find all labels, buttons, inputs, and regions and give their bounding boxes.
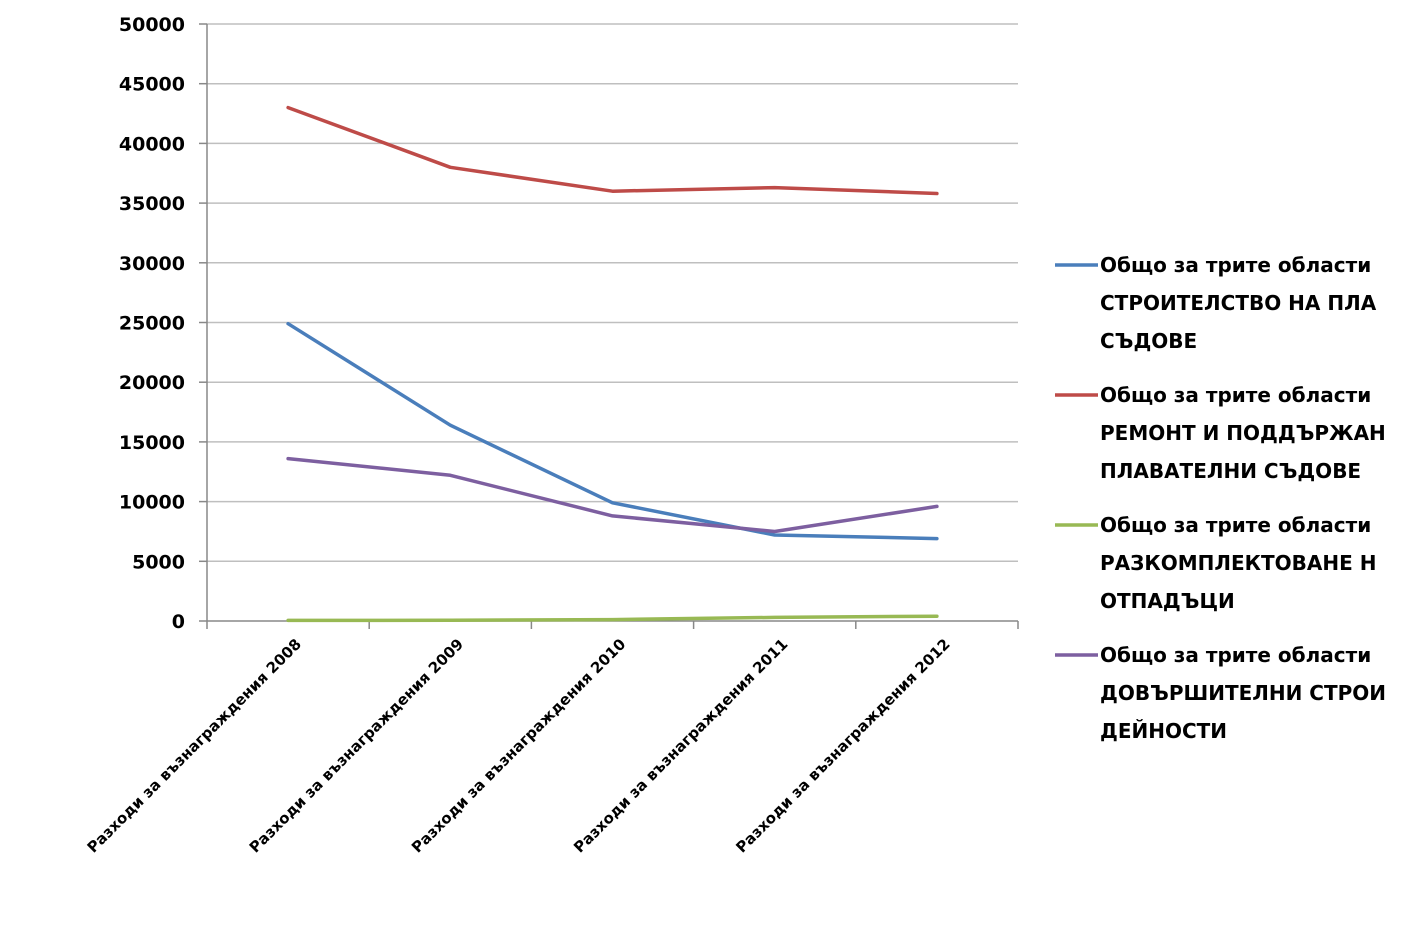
- series-line-3: [286, 614, 939, 623]
- legend-label: РЕМОНТ И ПОДДЪРЖАН: [1100, 421, 1386, 445]
- legend-label: ДЕЙНОСТИ: [1100, 719, 1227, 743]
- legend-item-2: Общо за трите области РЕМОНТ И ПОДДЪРЖАН П…: [1055, 383, 1386, 483]
- legend: Общо за трите области СТРОИТЕЛСТВО НА ПЛА…: [1055, 253, 1386, 743]
- y-tick-label: 10000: [119, 492, 185, 514]
- y-axis-ticks: 0 5000 10000 15000 20000 25000 30000 35000 40000…: [119, 14, 207, 633]
- series-line-2: [286, 105, 939, 196]
- y-tick-label: 0: [172, 611, 185, 633]
- series-lines: [286, 105, 939, 623]
- y-tick-label: 45000: [119, 74, 185, 96]
- legend-label: СЪДОВЕ: [1100, 329, 1197, 353]
- legend-label: РАЗКОМПЛЕКТОВАНЕ Н: [1100, 551, 1376, 575]
- y-tick-label: 30000: [119, 253, 185, 275]
- legend-label: ДОВЪРШИТЕЛНИ СТРОИ: [1100, 681, 1386, 705]
- legend-label: Общо за трите области: [1100, 513, 1371, 537]
- grid-lines: [207, 23, 1018, 563]
- y-tick-label: 50000: [119, 14, 185, 36]
- legend-label: Общо за трите области: [1100, 643, 1371, 667]
- series-line-1: [286, 321, 939, 541]
- legend-label: Общо за трите области: [1100, 253, 1371, 277]
- legend-item-3: Общо за трите области РАЗКОМПЛЕКТОВАНЕ Н О…: [1055, 513, 1376, 613]
- legend-item-1: Общо за трите области СТРОИТЕЛСТВО НА ПЛА…: [1055, 253, 1377, 353]
- y-tick-label: 35000: [119, 193, 185, 215]
- y-tick-label: 25000: [119, 313, 185, 335]
- legend-label: ПЛАВАТЕЛНИ СЪДОВЕ: [1100, 459, 1361, 483]
- legend-label: ОТПАДЪЦИ: [1100, 589, 1235, 613]
- y-tick-label: 20000: [119, 372, 185, 394]
- y-tick-label: 5000: [132, 551, 185, 573]
- legend-item-4: Общо за трите области ДОВЪРШИТЕЛНИ СТРОИ Д…: [1055, 643, 1386, 743]
- y-tick-label: 15000: [119, 432, 185, 454]
- y-tick-label: 40000: [119, 133, 185, 155]
- legend-label: Общо за трите области: [1100, 383, 1371, 407]
- series-line-4: [286, 456, 939, 534]
- legend-label: СТРОИТЕЛСТВО НА ПЛА: [1100, 291, 1377, 315]
